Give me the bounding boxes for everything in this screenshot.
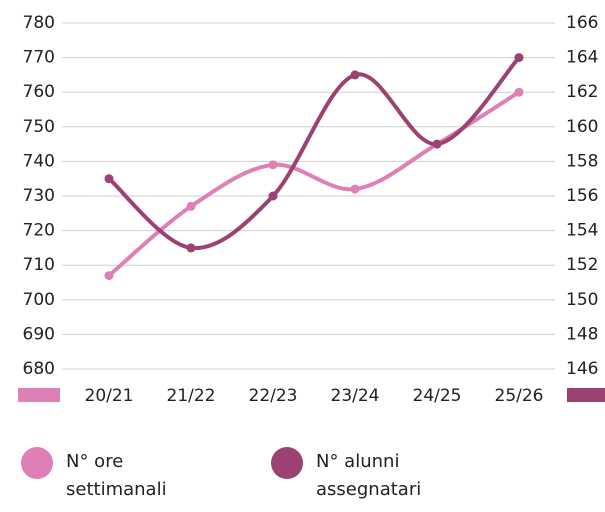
y2-tick-label: 158: [566, 151, 598, 171]
x-tick-label: 24/25: [413, 386, 462, 406]
point: [104, 174, 114, 184]
plot: 680 690 700 710 720 730 740 750 760 770 780 146 148 1…: [18, 13, 605, 406]
left-axis-swatch: [18, 388, 60, 402]
legend-marker: [21, 447, 53, 479]
y-tick-label: 740: [23, 151, 55, 171]
x-tick-label: 25/26: [495, 386, 544, 406]
y2-tick-label: 150: [566, 290, 598, 310]
y2-tick-label: 164: [566, 48, 598, 68]
x-tick-label: 23/24: [331, 386, 380, 406]
y2-tick-label: 148: [566, 324, 598, 344]
x-tick-label: 20/21: [85, 386, 134, 406]
point: [514, 53, 524, 63]
point: [186, 201, 196, 211]
y-tick-label: 720: [23, 221, 55, 241]
x-tick-label: 21/22: [167, 386, 216, 406]
point: [432, 139, 442, 149]
y-tick-label: 700: [23, 290, 55, 310]
y-tick-label: 710: [23, 255, 55, 275]
y2-tick-label: 152: [566, 255, 598, 275]
y2-tick-label: 166: [566, 13, 598, 33]
y-tick-label: 690: [23, 324, 55, 344]
point: [350, 184, 360, 194]
y-tick-label: 730: [23, 186, 55, 206]
point: [104, 271, 114, 281]
y2-tick-label: 146: [566, 359, 598, 379]
legend-marker: [271, 447, 303, 479]
right-axis-swatch: [567, 388, 605, 402]
legend-label: N° alunni assegnatari: [316, 451, 422, 500]
y-tick-label: 780: [23, 13, 55, 33]
point: [514, 87, 524, 97]
y2-tick-label: 154: [566, 221, 598, 241]
y-tick-label: 770: [23, 48, 55, 68]
y2-tick-label: 156: [566, 186, 598, 206]
x-tick-label: 22/23: [249, 386, 298, 406]
point: [350, 70, 360, 80]
point: [268, 191, 278, 201]
series-line: [107, 90, 521, 278]
point: [186, 243, 196, 253]
y2-tick-label: 160: [566, 117, 598, 137]
y-tick-label: 680: [23, 359, 55, 379]
point: [268, 160, 278, 170]
y-tick-label: 760: [23, 82, 55, 102]
y-tick-label: 750: [23, 117, 55, 137]
y2-tick-label: 162: [566, 82, 598, 102]
legend-label: N° ore settimanali: [66, 451, 167, 500]
